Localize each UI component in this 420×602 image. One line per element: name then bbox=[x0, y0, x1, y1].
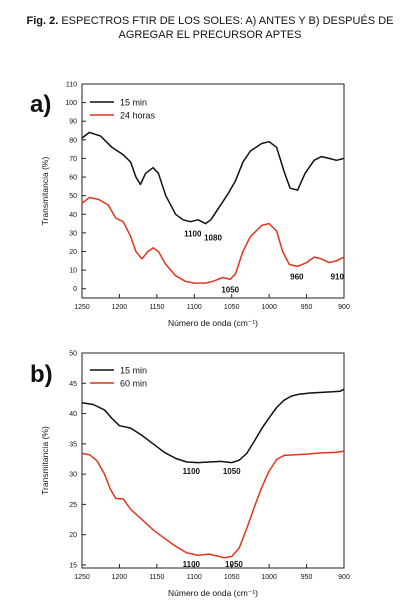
plot-frame bbox=[81, 352, 345, 569]
peak-annotation: 1080 bbox=[204, 233, 222, 242]
y-tick-label: 90 bbox=[69, 119, 77, 126]
y-tick-label: 30 bbox=[69, 472, 77, 479]
peak-annotation: 1100 bbox=[183, 467, 201, 476]
figure-caption-label: Fig. 2. bbox=[26, 15, 59, 27]
x-tick-label: 1000 bbox=[261, 574, 277, 581]
x-tick-label: 1250 bbox=[74, 304, 90, 311]
y-tick-label: 60 bbox=[69, 175, 77, 182]
x-tick-label: 1150 bbox=[149, 304, 164, 311]
panel-b: 1250 1200 1150 1100 1050 1000 950 900 15 20 25 30 35… bbox=[30, 351, 350, 599]
y-tick-label: 35 bbox=[69, 441, 77, 448]
peak-annotation: 1050 bbox=[221, 285, 239, 294]
y-tick-label: 20 bbox=[69, 249, 77, 256]
x-axis-label: Número de onda (cm⁻¹) bbox=[168, 318, 258, 328]
y-tick-label: 80 bbox=[69, 137, 77, 144]
x-tick-label: 1250 bbox=[74, 574, 90, 581]
peak-annotation: 1100 bbox=[184, 230, 202, 239]
y-tick-label: 100 bbox=[65, 100, 77, 107]
y-tick-label: 40 bbox=[69, 411, 77, 418]
x-tick-label: 1150 bbox=[149, 574, 164, 581]
figure-caption: Fig. 2. ESPECTROS FTIR DE LOS SOLES: A) … bbox=[8, 14, 412, 42]
y-tick-label: 0 bbox=[73, 286, 77, 293]
x-tick-label: 1200 bbox=[112, 304, 128, 311]
x-tick-label: 1050 bbox=[224, 574, 240, 581]
y-tick-label: 70 bbox=[69, 156, 77, 163]
x-tick-label: 1100 bbox=[187, 574, 202, 581]
panel-label: a) bbox=[30, 91, 51, 118]
y-tick-label: 110 bbox=[66, 82, 77, 89]
peak-annotation: 1100 bbox=[183, 560, 201, 569]
series-line-2 bbox=[81, 450, 345, 559]
y-tick-label: 20 bbox=[69, 532, 77, 539]
x-tick-label: 950 bbox=[301, 304, 313, 311]
legend-label-1: 15 min bbox=[120, 366, 147, 376]
legend-label-2: 24 horas bbox=[120, 111, 156, 121]
y-tick-label: 40 bbox=[69, 212, 77, 219]
panel-a: 1250 1200 1150 1100 1050 1000 950 900 0 10 20 30 40 5… bbox=[30, 82, 350, 329]
series-line-1 bbox=[81, 388, 345, 464]
x-tick-label: 900 bbox=[338, 304, 350, 311]
series-line-1 bbox=[81, 131, 345, 225]
peak-annotation: 1050 bbox=[225, 560, 243, 569]
x-tick-label: 1100 bbox=[187, 304, 202, 311]
y-tick-label: 45 bbox=[69, 381, 77, 388]
x-tick-label: 900 bbox=[338, 574, 350, 581]
peak-annotation: 1050 bbox=[223, 467, 241, 476]
x-tick-label: 1000 bbox=[261, 304, 277, 311]
legend-label-2: 60 min bbox=[120, 379, 147, 389]
x-tick-label: 1050 bbox=[224, 304, 240, 311]
peak-annotation: 960 bbox=[290, 272, 304, 281]
x-tick-label: 950 bbox=[301, 574, 313, 581]
peak-annotation: 910 bbox=[331, 272, 345, 281]
plot-frame bbox=[81, 83, 345, 299]
y-tick-label: 15 bbox=[69, 562, 77, 569]
y-tick-label: 25 bbox=[69, 502, 77, 509]
figure-caption-text: ESPECTROS FTIR DE LOS SOLES: A) ANTES Y … bbox=[61, 15, 394, 41]
y-axis-label: Transmitancia (%) bbox=[40, 157, 50, 226]
legend-label-1: 15 min bbox=[120, 98, 147, 108]
y-tick-label: 50 bbox=[69, 193, 77, 200]
x-tick-label: 1200 bbox=[112, 574, 128, 581]
y-tick-label: 50 bbox=[69, 351, 77, 358]
y-axis-label: Transmitancia (%) bbox=[40, 426, 50, 495]
series-line-2 bbox=[81, 196, 345, 284]
x-axis-label: Número de onda (cm⁻¹) bbox=[168, 588, 258, 598]
panel-label: b) bbox=[30, 361, 53, 388]
y-tick-label: 30 bbox=[69, 230, 77, 237]
y-tick-label: 10 bbox=[69, 268, 77, 275]
